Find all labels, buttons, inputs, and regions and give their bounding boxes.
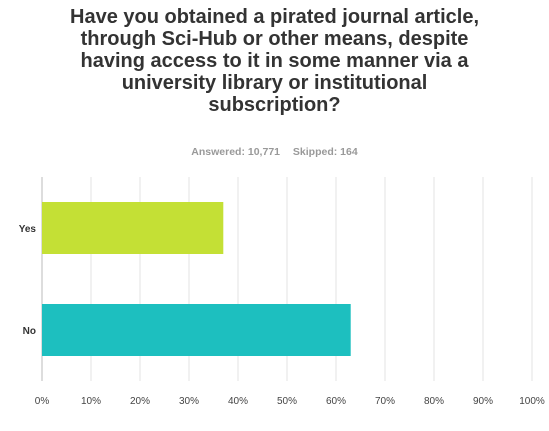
x-tick-label: 20% [130, 396, 150, 407]
bar-yes [42, 202, 224, 254]
bar-no [42, 304, 351, 356]
x-tick-label: 60% [326, 396, 346, 407]
x-tick-label: 90% [473, 396, 493, 407]
x-tick-label: 70% [375, 396, 395, 407]
category-label: Yes [19, 224, 37, 235]
title-line-2: through Sci-Hub or other means, despite [80, 28, 469, 50]
x-tick-label: 10% [81, 396, 101, 407]
x-tick-label: 80% [424, 396, 444, 407]
category-label: No [23, 326, 36, 337]
response-summary: Answered: 10,771 Skipped: 164 [0, 146, 549, 158]
title-line-1: Have you obtained a pirated journal arti… [70, 6, 479, 28]
skipped-count: Skipped: 164 [292, 146, 358, 158]
title-line-3: having access to it in some manner via a [80, 50, 469, 72]
answered-count: Answered: 10,771 [191, 146, 280, 158]
chart-title: Have you obtained a pirated journal arti… [0, 6, 549, 116]
x-tick-label: 30% [179, 396, 199, 407]
title-line-4: university library or institutional [121, 72, 428, 94]
title-line-5: subscription? [208, 94, 341, 116]
x-tick-label: 40% [228, 396, 248, 407]
x-tick-label: 50% [277, 396, 297, 407]
x-tick-label: 100% [519, 396, 545, 407]
x-tick-label: 0% [35, 396, 50, 407]
